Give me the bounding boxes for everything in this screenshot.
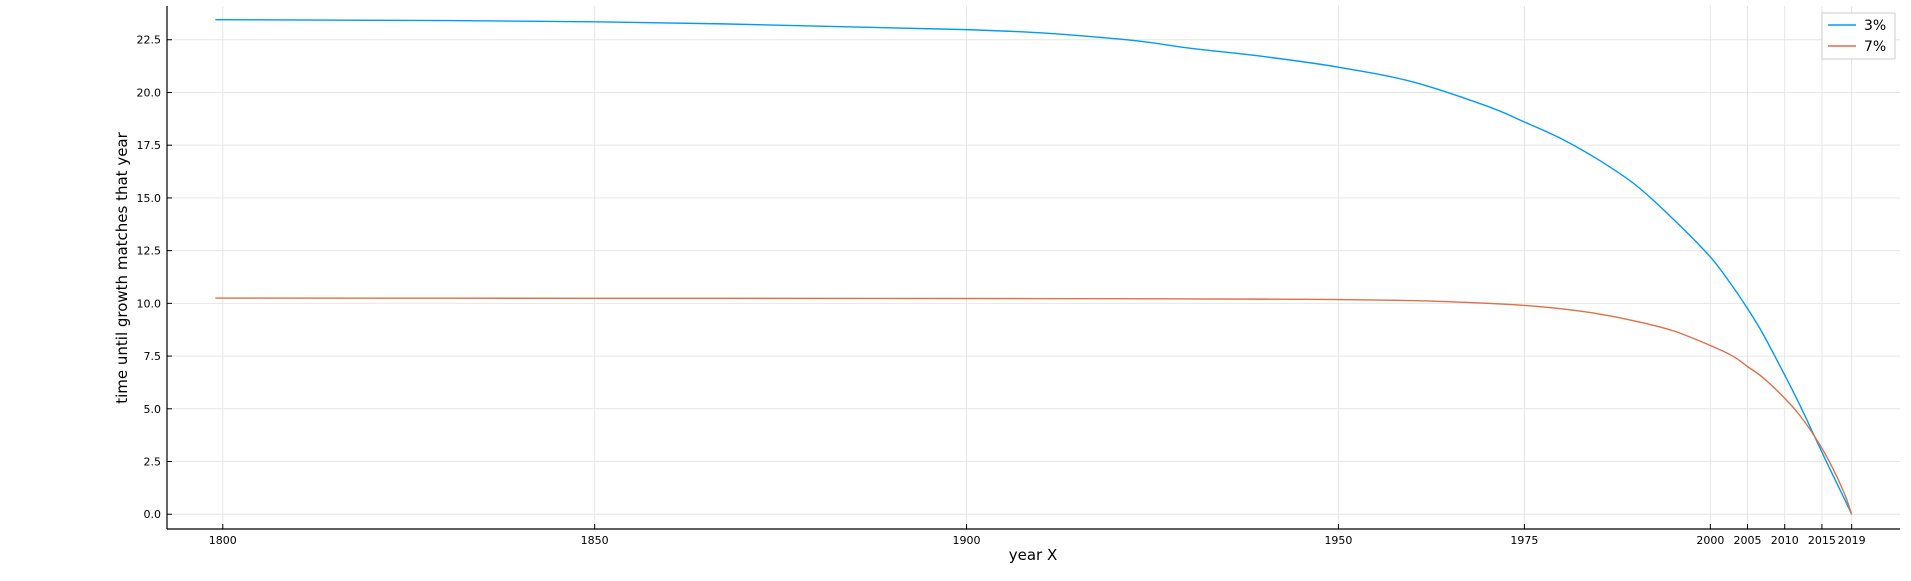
y-tick-label: 2.5: [144, 456, 162, 469]
legend-label-1: 3%: [1864, 18, 1886, 34]
x-tick-label: 2010: [1771, 534, 1799, 547]
x-tick-label: 1950: [1324, 534, 1352, 547]
x-tick-label: 1800: [209, 534, 237, 547]
x-tick-label: 1975: [1510, 534, 1538, 547]
x-tick-label: 1900: [953, 534, 981, 547]
x-tick-labels: 1800 1850 1900 1950 1975 2000 2005 2010 2015 2019: [209, 524, 1866, 547]
y-tick-label: 22.5: [137, 34, 162, 47]
y-tick-label: 17.5: [137, 139, 162, 152]
series-line-1: [215, 19, 1853, 515]
y-tick-label: 7.5: [144, 350, 162, 363]
y-tick-label: 5.0: [144, 403, 162, 416]
x-tick-label: 2005: [1734, 534, 1762, 547]
axes: [166, 6, 1900, 530]
series-line-2: [215, 297, 1853, 515]
y-tick-labels: 0.0 2.5 5.0 7.5 10.0 12.5 15.0 17.5 20.0 22.5: [137, 34, 172, 521]
y-tick-label: 0.0: [144, 508, 162, 521]
grid: [167, 6, 1900, 529]
series-lines: [215, 19, 1853, 515]
y-tick-label: 10.0: [137, 297, 162, 310]
y-tick-label: 20.0: [137, 86, 162, 99]
x-tick-label: 2015: [1808, 534, 1836, 547]
legend-label-2: 7%: [1864, 39, 1886, 55]
y-tick-label: 15.0: [137, 192, 162, 205]
y-axis-title: time until growth matches that year: [113, 131, 131, 403]
y-tick-label: 12.5: [137, 245, 162, 258]
x-axis-title: year X: [1009, 546, 1058, 564]
x-tick-label: 2000: [1696, 534, 1724, 547]
x-tick-label: 2019: [1838, 534, 1866, 547]
x-tick-label: 1850: [581, 534, 609, 547]
legend-box: [1821, 12, 1896, 60]
legend: 3%7%: [1821, 12, 1896, 60]
